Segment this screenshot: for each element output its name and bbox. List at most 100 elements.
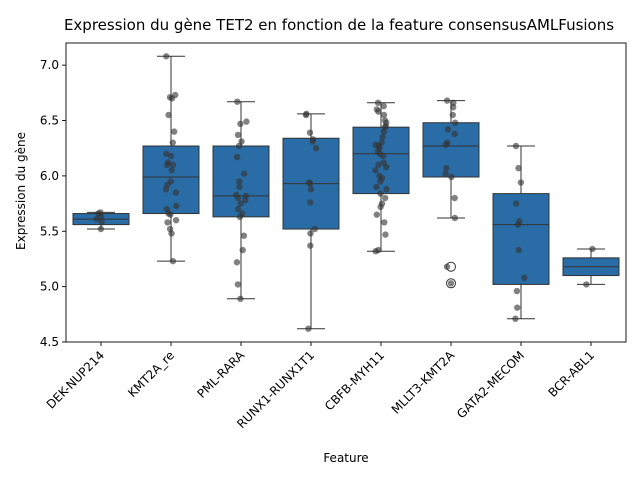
data-point xyxy=(443,263,451,270)
data-point xyxy=(515,246,522,254)
data-point xyxy=(235,142,243,150)
y-tick-label: 5.5 xyxy=(40,224,59,238)
data-point xyxy=(172,216,180,224)
data-point xyxy=(237,295,244,303)
data-point xyxy=(372,167,379,174)
data-point xyxy=(515,164,522,172)
data-point xyxy=(234,281,242,288)
data-point xyxy=(240,170,248,177)
data-point xyxy=(236,183,243,191)
data-point xyxy=(234,205,242,213)
data-point xyxy=(234,98,241,105)
x-tick-label: KMT2A_re xyxy=(125,348,177,400)
data-point xyxy=(234,131,242,139)
data-point xyxy=(443,164,450,172)
data-point xyxy=(448,173,455,181)
chart-title: Expression du gène TET2 en fonction de l… xyxy=(64,16,614,34)
x-tick-label: RUNX1-RUNX1T1 xyxy=(234,348,317,431)
data-point xyxy=(164,219,171,226)
data-point xyxy=(583,281,590,288)
data-point xyxy=(233,259,241,266)
data-point xyxy=(381,194,389,202)
data-point xyxy=(307,185,315,193)
outlier-marker xyxy=(446,278,456,289)
data-point xyxy=(512,200,520,207)
y-tick-label: 4.5 xyxy=(40,335,59,349)
data-point xyxy=(451,130,458,138)
x-tick-label: DEK-NUP214 xyxy=(44,348,107,411)
data-point xyxy=(172,189,180,196)
data-point xyxy=(380,128,387,135)
data-point xyxy=(375,108,382,115)
x-tick-label: MLLT3-KMT2A xyxy=(389,348,458,417)
data-point xyxy=(443,97,451,104)
y-axis-label: Expression du gène xyxy=(14,132,28,250)
x-axis-label: Feature xyxy=(323,451,368,465)
data-point xyxy=(307,242,314,249)
data-point xyxy=(97,213,105,221)
data-point xyxy=(444,126,452,133)
data-point xyxy=(242,197,249,204)
data-point xyxy=(169,161,177,169)
data-point xyxy=(382,163,390,171)
data-point xyxy=(168,167,175,174)
data-point xyxy=(240,232,248,239)
box-GATA2-MECOM xyxy=(492,193,550,285)
data-point xyxy=(380,102,387,110)
x-tick-label: CBFB-MYH11 xyxy=(322,348,387,413)
data-point xyxy=(165,111,172,119)
data-point xyxy=(375,161,382,169)
data-point xyxy=(451,194,458,202)
data-point xyxy=(442,170,449,177)
data-point xyxy=(379,152,387,160)
data-point xyxy=(382,231,389,238)
data-point xyxy=(163,53,170,60)
data-point xyxy=(311,225,318,233)
box-MLLT3-KMT2A xyxy=(422,122,480,178)
data-point xyxy=(447,280,455,287)
data-point xyxy=(234,194,242,202)
data-point xyxy=(373,183,380,191)
data-point xyxy=(512,142,520,150)
data-point xyxy=(373,211,381,218)
data-point xyxy=(377,190,384,197)
data-point xyxy=(162,185,170,193)
data-point xyxy=(589,245,596,253)
data-point xyxy=(165,210,172,217)
y-tick-label: 5.0 xyxy=(40,280,59,294)
data-point xyxy=(513,287,521,295)
data-point xyxy=(236,178,243,185)
data-point xyxy=(305,325,312,332)
data-point xyxy=(514,304,521,311)
data-point xyxy=(243,118,250,125)
data-point xyxy=(239,246,246,254)
data-point xyxy=(307,199,314,206)
data-point xyxy=(98,219,105,226)
data-point xyxy=(169,257,177,265)
data-point xyxy=(307,230,314,237)
data-point xyxy=(514,221,522,228)
data-point xyxy=(168,230,175,237)
y-tick-label: 7.0 xyxy=(40,58,59,72)
data-point xyxy=(233,153,241,161)
data-point xyxy=(450,104,457,111)
data-point xyxy=(306,129,314,136)
data-point xyxy=(237,200,244,207)
data-point xyxy=(170,128,178,135)
data-point xyxy=(374,99,382,107)
data-point xyxy=(379,133,386,141)
x-tick-label: GATA2-MECOM xyxy=(454,348,527,421)
data-point xyxy=(237,120,244,128)
data-point xyxy=(163,161,171,169)
data-point xyxy=(97,225,105,233)
y-tick-label: 6.5 xyxy=(40,114,59,128)
data-point xyxy=(377,203,384,211)
x-tick-label: BCR-ABL1 xyxy=(545,348,597,400)
data-point xyxy=(380,111,388,119)
data-point xyxy=(383,185,390,193)
data-point xyxy=(372,247,379,255)
plot-frame xyxy=(65,42,627,343)
plot-area: 4.5 5.0 5.5 6.0 6.5 7.0 DEK-NUP214 KMT2A_re PML-… xyxy=(40,42,627,431)
